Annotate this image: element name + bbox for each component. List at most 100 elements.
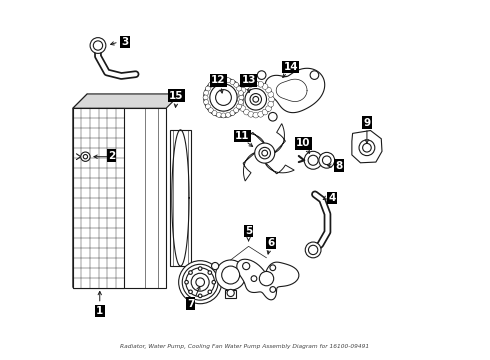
Polygon shape [73, 94, 87, 288]
Circle shape [83, 154, 88, 159]
Circle shape [238, 101, 244, 107]
Polygon shape [73, 94, 180, 108]
Circle shape [243, 262, 250, 270]
Circle shape [198, 267, 202, 270]
Polygon shape [237, 259, 299, 300]
Circle shape [255, 143, 275, 163]
Circle shape [240, 106, 246, 112]
Circle shape [208, 108, 213, 113]
Text: 13: 13 [242, 75, 256, 85]
Circle shape [185, 280, 188, 284]
Circle shape [221, 266, 240, 284]
Circle shape [319, 152, 335, 168]
Circle shape [189, 271, 193, 274]
Circle shape [250, 94, 262, 105]
Circle shape [216, 90, 231, 105]
Circle shape [359, 140, 375, 156]
Circle shape [251, 276, 257, 282]
Circle shape [225, 112, 231, 117]
Text: 3: 3 [121, 37, 128, 47]
Circle shape [269, 112, 277, 121]
Circle shape [245, 89, 267, 110]
Circle shape [212, 111, 217, 116]
Circle shape [204, 78, 243, 117]
Circle shape [182, 264, 218, 300]
Circle shape [204, 100, 209, 105]
Polygon shape [73, 108, 124, 288]
Circle shape [189, 290, 193, 294]
Circle shape [308, 155, 318, 165]
Circle shape [268, 91, 273, 97]
Circle shape [305, 242, 321, 258]
Polygon shape [265, 162, 294, 174]
Text: 6: 6 [267, 238, 274, 248]
Circle shape [205, 86, 211, 91]
Circle shape [210, 84, 237, 111]
Text: Radiator, Water Pump, Cooling Fan Water Pump Assembly Diagram for 16100-09491: Radiator, Water Pump, Cooling Fan Water … [121, 344, 369, 349]
Circle shape [216, 112, 221, 117]
Circle shape [208, 290, 212, 294]
Text: 12: 12 [211, 75, 225, 85]
Polygon shape [225, 290, 236, 298]
Circle shape [205, 104, 211, 109]
Circle shape [270, 265, 276, 271]
Circle shape [262, 84, 268, 89]
Circle shape [234, 108, 239, 113]
Text: 9: 9 [364, 118, 370, 128]
Circle shape [237, 96, 243, 102]
Circle shape [227, 289, 234, 297]
Circle shape [221, 77, 226, 82]
Circle shape [204, 90, 209, 95]
Circle shape [262, 150, 268, 156]
Text: 5: 5 [245, 226, 252, 236]
Circle shape [238, 100, 244, 105]
Circle shape [230, 111, 235, 116]
Circle shape [244, 84, 249, 89]
Text: 11: 11 [235, 131, 250, 141]
Circle shape [221, 113, 226, 118]
Circle shape [93, 41, 102, 50]
Circle shape [270, 287, 276, 292]
Polygon shape [73, 108, 166, 288]
Polygon shape [274, 123, 285, 153]
Circle shape [191, 273, 209, 291]
Polygon shape [235, 132, 265, 144]
Circle shape [268, 101, 273, 107]
Circle shape [239, 82, 273, 117]
Circle shape [212, 80, 217, 85]
Text: 4: 4 [328, 193, 336, 203]
Circle shape [258, 112, 264, 117]
Circle shape [239, 95, 244, 100]
Circle shape [253, 112, 259, 118]
Circle shape [230, 80, 235, 85]
Circle shape [179, 261, 221, 304]
Text: 2: 2 [108, 150, 115, 161]
Circle shape [208, 82, 213, 87]
Circle shape [253, 81, 259, 86]
Circle shape [253, 96, 259, 102]
Circle shape [269, 96, 274, 102]
Circle shape [257, 71, 266, 80]
Circle shape [248, 81, 254, 87]
Text: 1: 1 [96, 306, 103, 316]
Circle shape [248, 112, 254, 117]
Circle shape [259, 147, 270, 159]
Text: 14: 14 [284, 62, 298, 72]
Circle shape [258, 81, 264, 87]
Circle shape [212, 280, 216, 284]
Circle shape [259, 271, 274, 286]
Text: 15: 15 [169, 91, 183, 101]
Circle shape [266, 87, 271, 93]
Circle shape [237, 86, 242, 91]
Circle shape [203, 95, 208, 100]
Circle shape [363, 143, 371, 152]
Circle shape [186, 268, 215, 297]
Circle shape [81, 152, 90, 161]
Circle shape [216, 78, 221, 83]
Circle shape [310, 71, 318, 80]
Text: 7: 7 [187, 299, 194, 309]
Polygon shape [265, 68, 325, 113]
Circle shape [322, 156, 331, 165]
Circle shape [266, 106, 271, 112]
Circle shape [196, 278, 204, 287]
